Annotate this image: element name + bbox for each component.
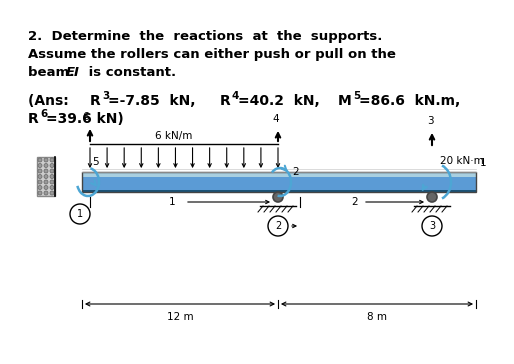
Circle shape [44, 174, 48, 178]
Circle shape [273, 192, 283, 202]
Circle shape [50, 180, 54, 184]
Bar [82, 174, 476, 190]
Text: 2: 2 [292, 167, 299, 177]
Text: 6: 6 [40, 109, 47, 119]
Circle shape [44, 186, 48, 190]
Circle shape [38, 174, 42, 178]
Circle shape [422, 216, 442, 236]
Text: Assume the rollers can either push or pull on the: Assume the rollers can either push or pu… [28, 48, 396, 61]
Bar [82, 172, 476, 177]
Circle shape [44, 191, 48, 195]
Bar [82, 172, 476, 192]
Circle shape [44, 169, 48, 173]
Circle shape [38, 163, 42, 167]
Text: 1: 1 [480, 158, 487, 168]
Circle shape [50, 174, 54, 178]
Circle shape [38, 158, 42, 162]
Text: 12 m: 12 m [167, 312, 193, 322]
Text: 20 kN·m: 20 kN·m [440, 156, 484, 166]
Text: 5: 5 [353, 91, 360, 101]
Text: R: R [220, 94, 231, 108]
Circle shape [38, 191, 42, 195]
Text: R: R [28, 112, 39, 126]
Text: =-7.85  kN,: =-7.85 kN, [108, 94, 205, 108]
Text: 3: 3 [427, 116, 433, 126]
Circle shape [50, 186, 54, 190]
Text: 4: 4 [273, 114, 279, 124]
Circle shape [38, 169, 42, 173]
Text: 4: 4 [232, 91, 240, 101]
Circle shape [70, 204, 90, 224]
Bar [37, 157, 55, 196]
Text: 5: 5 [92, 157, 99, 167]
Circle shape [50, 158, 54, 162]
Text: beam.: beam. [28, 66, 79, 79]
Circle shape [44, 158, 48, 162]
Text: is constant.: is constant. [84, 66, 176, 79]
Text: 2: 2 [275, 221, 281, 231]
Text: 3: 3 [429, 221, 435, 231]
Circle shape [427, 192, 437, 202]
Text: 2.  Determine  the  reactions  at  the  supports.: 2. Determine the reactions at the suppor… [28, 30, 382, 43]
Text: 3: 3 [102, 91, 109, 101]
Text: R: R [90, 94, 101, 108]
Text: 1: 1 [169, 197, 175, 207]
Circle shape [38, 180, 42, 184]
Text: =40.2  kN,: =40.2 kN, [238, 94, 329, 108]
Text: 6: 6 [83, 112, 89, 122]
Bar [82, 190, 476, 192]
Text: =39.6 kN): =39.6 kN) [46, 112, 124, 126]
Text: =86.6  kN.m,: =86.6 kN.m, [359, 94, 460, 108]
Circle shape [50, 169, 54, 173]
Text: 2: 2 [352, 197, 358, 207]
Text: 1: 1 [77, 209, 83, 219]
Text: (Ans:: (Ans: [28, 94, 79, 108]
Text: 8 m: 8 m [367, 312, 387, 322]
Text: EI: EI [66, 66, 80, 79]
Circle shape [268, 216, 288, 236]
Text: 6 kN/m: 6 kN/m [155, 131, 193, 141]
Circle shape [50, 191, 54, 195]
Circle shape [38, 186, 42, 190]
Circle shape [44, 180, 48, 184]
Circle shape [50, 163, 54, 167]
Text: M: M [338, 94, 352, 108]
Circle shape [44, 163, 48, 167]
